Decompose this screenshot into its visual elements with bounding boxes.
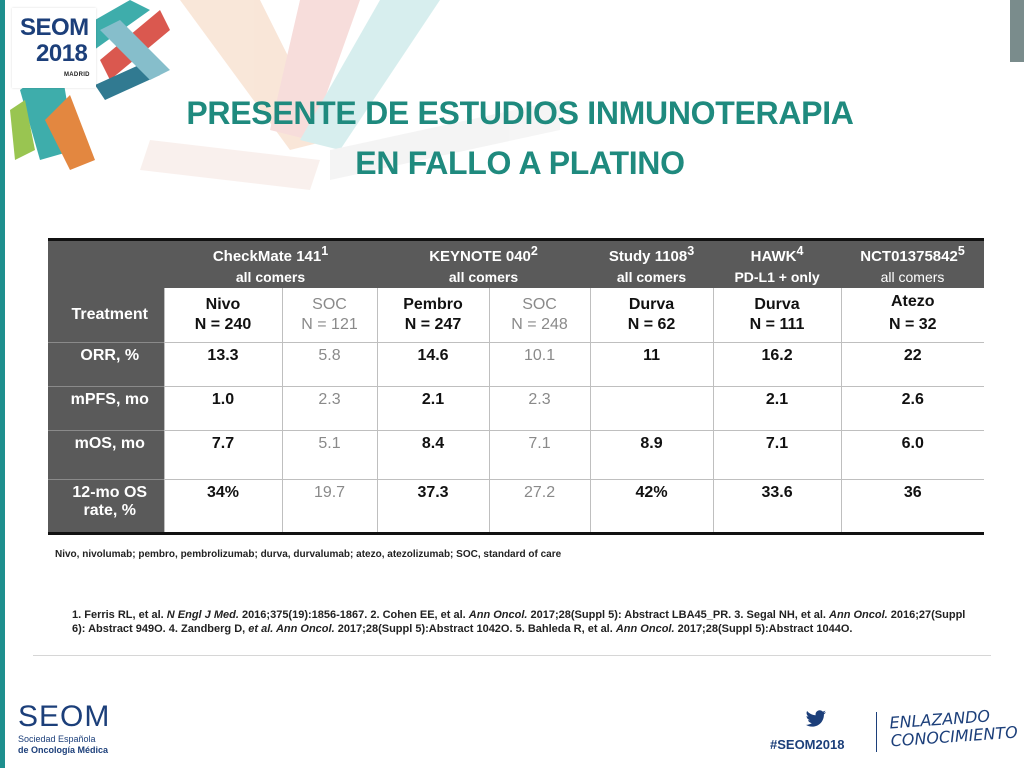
value-cell: 8.4 (376, 430, 490, 480)
value-cell: 33.6 (712, 479, 842, 534)
value-cell: 36 (840, 479, 985, 534)
value-cell: 19.7 (281, 479, 378, 534)
value-cell: 6.0 (840, 430, 985, 480)
value-cell: 2.1 (376, 386, 490, 431)
hashtag: #SEOM2018 (770, 737, 845, 752)
study-header-nct: NCT013758425 all comers (841, 239, 985, 288)
row-label: 12-mo OS rate, % (48, 479, 164, 534)
decorative-ribbons (10, 0, 560, 190)
abbreviations-note: Nivo, nivolumab; pembro, pembrolizumab; … (55, 549, 562, 560)
footer-sub-1: Sociedad Española (18, 734, 96, 744)
arm-cell: Pembro N = 247 (376, 288, 490, 343)
table-row: 12-mo OS rate, % 34% 19.7 37.3 27.2 42% 3… (48, 479, 985, 534)
footer-brand: SEOM (18, 700, 111, 733)
logo-brand: SEOM (20, 14, 89, 41)
value-cell: 2.6 (840, 386, 985, 431)
study-header-hawk: HAWK4 PD-L1 + only (713, 239, 842, 288)
row-label: mPFS, mo (48, 386, 164, 431)
table-row: mOS, mo 7.7 5.1 8.4 7.1 8.9 7.1 6.0 (48, 430, 985, 480)
value-cell: 8.9 (589, 430, 714, 480)
value-cell: 16.2 (712, 342, 842, 387)
study-header-checkmate: CheckMate 1411 all comers (164, 239, 378, 288)
value-cell: 1.0 (163, 386, 282, 431)
arm-cell: Nivo N = 240 (163, 288, 282, 343)
value-cell: 37.3 (376, 479, 490, 534)
study-header-row: CheckMate 1411 all comers KEYNOTE 0402 a… (48, 239, 985, 288)
table-row: ORR, % 13.3 5.8 14.6 10.1 11 16.2 22 (48, 342, 985, 387)
slide-title: PRESENTE DE ESTUDIOS INMUNOTERAPIA EN FA… (100, 88, 940, 188)
value-cell: 2.3 (281, 386, 378, 431)
value-cell: 10.1 (488, 342, 591, 387)
footer-divider (876, 712, 877, 752)
value-cell: 27.2 (488, 479, 591, 534)
study-header-1108: Study 11083 all comers (590, 239, 714, 288)
value-cell: 2.3 (488, 386, 591, 431)
seom-society-logo: SEOM Sociedad Española de Oncología Médi… (18, 700, 110, 756)
row-label: mOS, mo (48, 430, 164, 480)
value-cell: 42% (589, 479, 714, 534)
arm-cell: Durva N = 111 (712, 288, 842, 343)
twitter-icon (805, 710, 826, 727)
value-cell: 14.6 (376, 342, 490, 387)
header-empty-cell (48, 239, 164, 288)
value-cell: 34% (163, 479, 282, 534)
left-accent-bar (0, 0, 5, 768)
title-line-1: PRESENTE DE ESTUDIOS INMUNOTERAPIA (186, 95, 854, 131)
slogan: ENLAZANDO CONOCIMIENTO (888, 706, 1019, 751)
treatment-label: Treatment (48, 288, 164, 343)
value-cell: 2.1 (712, 386, 842, 431)
value-cell: 11 (589, 342, 714, 387)
value-cell: 7.1 (712, 430, 842, 480)
value-cell: 22 (840, 342, 985, 387)
table-row: mPFS, mo 1.0 2.3 2.1 2.3 2.1 2.6 (48, 386, 985, 431)
treatment-arms-row: Treatment Nivo N = 240 SOC N = 121 Pembro N… (48, 288, 985, 343)
immunotherapy-studies-table: CheckMate 1411 all comers KEYNOTE 0402 a… (48, 238, 985, 535)
arm-cell: Atezo N = 32 (840, 288, 985, 343)
arm-cell: SOC N = 248 (488, 288, 591, 343)
row-label: ORR, % (48, 342, 164, 387)
arm-cell: SOC N = 121 (281, 288, 378, 343)
value-cell: 7.1 (488, 430, 591, 480)
title-line-2: EN FALLO A PLATINO (355, 145, 685, 181)
footer-sub-2: de Oncología Médica (18, 745, 109, 755)
value-cell: 5.8 (281, 342, 378, 387)
logo-city: MADRID (64, 72, 90, 78)
right-accent-bar (1010, 0, 1024, 62)
logo-year: 2018 (36, 40, 88, 67)
value-cell: 5.1 (281, 430, 378, 480)
study-header-keynote: KEYNOTE 0402 all comers (377, 239, 591, 288)
seom-2018-logo: SEOM 2018 MADRID (12, 8, 96, 88)
value-cell: 13.3 (163, 342, 282, 387)
value-cell: 7.7 (163, 430, 282, 480)
arm-cell: Durva N = 62 (589, 288, 714, 343)
references: 1. Ferris RL, et al. N Engl J Med. 2016;… (72, 609, 966, 635)
value-cell (589, 386, 714, 431)
